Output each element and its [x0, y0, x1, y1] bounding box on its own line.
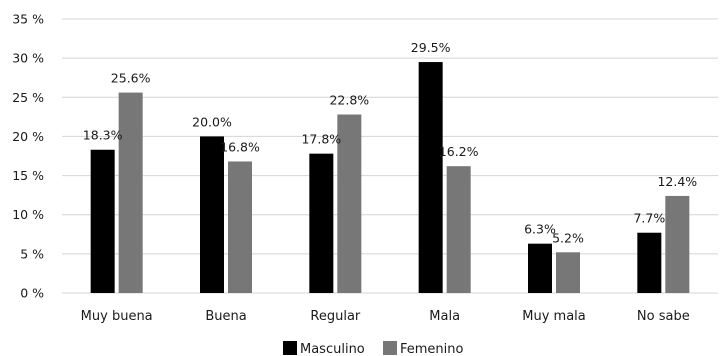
x-axis-categories: Muy buena Buena Regular Mala Muy mala No sabe [81, 309, 690, 324]
bar-femenino [228, 161, 252, 293]
bar-masculino [528, 243, 552, 293]
x-category-label: Buena [205, 309, 246, 324]
data-labels: 18.3% 25.6% 20.0% 16.8% 17.8% 22.8% 29.5% 16.2%… [83, 40, 697, 245]
gridlines [62, 18, 718, 294]
y-tick-label: 20 % [12, 129, 44, 144]
bar-masculino [637, 232, 662, 293]
x-category-label: Muy mala [522, 309, 586, 324]
x-category-label: Regular [310, 309, 361, 324]
data-label: 16.2% [439, 144, 479, 159]
data-label: 20.0% [192, 114, 232, 129]
data-label: 6.3% [524, 222, 556, 237]
bar-femenino [556, 252, 580, 293]
legend-swatch-femenino [383, 341, 397, 355]
legend-label: Masculino [300, 342, 365, 356]
y-axis-ticks: 0 % 5 % 10 % 15 % 20 % 25 % 30 % 35 % [12, 12, 44, 301]
legend-label: Femenino [400, 342, 464, 356]
bar-femenino [665, 195, 690, 293]
x-category-label: Mala [429, 309, 460, 324]
data-label: 25.6% [111, 71, 151, 86]
bar-femenino [337, 114, 362, 293]
data-label: 5.2% [552, 230, 584, 245]
y-tick-label: 10 % [12, 207, 44, 222]
data-label: 29.5% [411, 40, 451, 55]
bar-masculino [309, 153, 334, 293]
data-label: 17.8% [301, 132, 341, 147]
bars [90, 62, 690, 294]
bar-masculino [418, 62, 443, 293]
data-label: 22.8% [329, 93, 369, 108]
y-tick-label: 25 % [12, 90, 44, 105]
bar-masculino [200, 136, 224, 293]
data-label: 7.7% [633, 211, 665, 226]
y-tick-label: 35 % [12, 12, 44, 27]
legend: Masculino Femenino [283, 341, 464, 356]
y-tick-label: 5 % [20, 246, 44, 261]
x-category-label: No sabe [637, 309, 690, 324]
data-label: 18.3% [83, 128, 123, 143]
data-label: 16.8% [220, 139, 260, 154]
x-category-label: Muy buena [81, 309, 153, 324]
bar-femenino [118, 92, 143, 294]
y-tick-label: 30 % [12, 51, 44, 66]
y-tick-label: 15 % [12, 168, 44, 183]
legend-swatch-masculino [283, 341, 297, 355]
bar-femenino [446, 166, 471, 293]
data-label: 12.4% [657, 174, 697, 189]
y-tick-label: 0 % [20, 286, 44, 301]
bar-masculino [90, 149, 115, 293]
